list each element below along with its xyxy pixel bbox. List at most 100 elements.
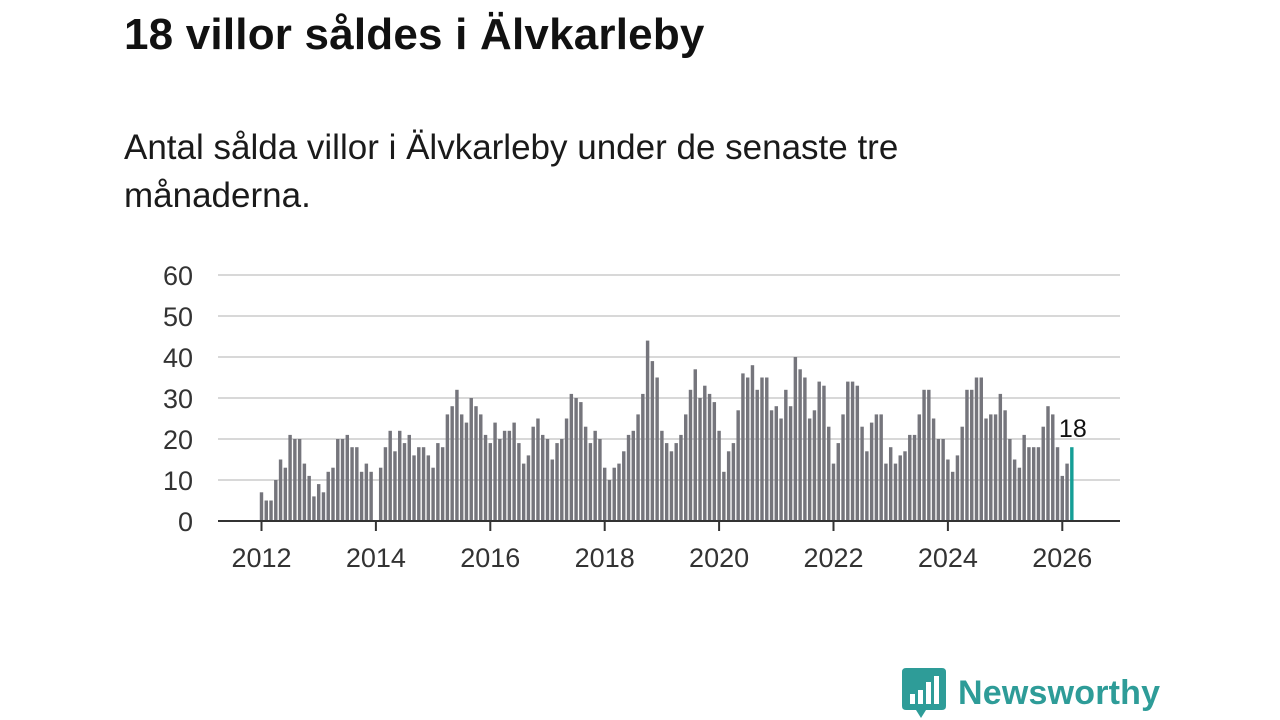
bar — [507, 430, 512, 521]
bar — [688, 389, 693, 521]
bar — [703, 385, 707, 521]
bar — [550, 459, 554, 521]
bar — [765, 377, 769, 521]
bar — [388, 430, 392, 521]
x-tick-label: 2018 — [575, 543, 635, 573]
bar — [850, 381, 855, 521]
bar — [526, 455, 531, 521]
bar — [493, 422, 497, 521]
bar — [579, 402, 583, 521]
bar — [598, 439, 602, 521]
bar — [264, 500, 268, 521]
bar — [421, 447, 426, 521]
bar — [908, 434, 912, 521]
x-tick-label: 2016 — [460, 543, 520, 573]
y-tick-label: 0 — [178, 507, 193, 537]
bar — [1022, 434, 1026, 521]
bar — [898, 455, 902, 521]
bar — [946, 459, 950, 521]
bar — [293, 439, 297, 521]
bar — [1051, 414, 1055, 521]
bar — [436, 443, 440, 521]
y-tick-label: 20 — [163, 425, 193, 455]
bar — [288, 434, 292, 521]
bar — [440, 447, 445, 521]
bar — [297, 439, 302, 521]
bar — [541, 434, 545, 521]
bar — [860, 426, 864, 521]
bar — [455, 389, 459, 521]
bar — [750, 365, 755, 521]
bar — [369, 471, 373, 521]
bar — [1060, 475, 1065, 521]
bar — [684, 414, 688, 521]
bar — [941, 439, 945, 521]
bar — [650, 361, 655, 521]
bar — [679, 434, 683, 521]
bar — [259, 492, 264, 521]
bar — [521, 463, 526, 521]
bar — [965, 389, 969, 521]
bar — [1036, 447, 1041, 521]
bar — [607, 480, 612, 521]
bar — [560, 439, 564, 521]
x-tick-label: 2012 — [231, 543, 291, 573]
bar — [459, 414, 464, 521]
bar — [726, 451, 731, 521]
bar — [984, 418, 988, 521]
bar — [722, 471, 726, 521]
bar — [712, 402, 717, 521]
bar — [488, 443, 493, 521]
bar — [1041, 426, 1045, 521]
bar — [669, 451, 674, 521]
bar — [993, 414, 998, 521]
bar — [950, 471, 955, 521]
bar — [278, 459, 283, 521]
bar — [822, 385, 826, 521]
bar — [383, 447, 388, 521]
bar — [807, 418, 812, 521]
bar — [1027, 447, 1031, 521]
bar — [989, 414, 993, 521]
newsworthy-brand[interactable]: Newsworthy — [902, 668, 1160, 718]
bar — [331, 467, 335, 521]
bar — [588, 443, 593, 521]
bar — [336, 439, 340, 521]
bar — [865, 451, 869, 521]
bar — [307, 475, 311, 521]
bar — [803, 377, 807, 521]
bar — [698, 398, 702, 521]
bar — [364, 463, 369, 521]
bar — [316, 484, 321, 521]
brand-name: Newsworthy — [958, 673, 1161, 712]
bar — [1065, 463, 1069, 521]
bar — [345, 434, 350, 521]
bar — [745, 377, 750, 521]
bar — [955, 455, 960, 521]
bar — [936, 439, 941, 521]
bar — [626, 434, 631, 521]
y-tick-label: 60 — [163, 261, 193, 291]
bar — [407, 434, 411, 521]
bar — [707, 393, 712, 521]
bar — [564, 418, 569, 521]
bar — [917, 414, 922, 521]
chart-title: 18 villor såldes i Älvkarleby — [124, 10, 705, 59]
y-tick-label: 10 — [163, 466, 193, 496]
bar — [312, 496, 316, 521]
bar — [426, 455, 431, 521]
bar — [888, 447, 893, 521]
bar — [903, 451, 907, 521]
x-tick-label: 2024 — [918, 543, 978, 573]
bar — [912, 434, 917, 521]
highlight-bar — [1070, 447, 1074, 521]
bar — [974, 377, 979, 521]
bar — [402, 443, 407, 521]
bar — [855, 385, 860, 521]
bar — [450, 406, 454, 521]
bar — [960, 426, 964, 521]
bar — [583, 426, 588, 521]
bar — [869, 422, 874, 521]
bar — [431, 467, 435, 521]
bar — [622, 451, 626, 521]
